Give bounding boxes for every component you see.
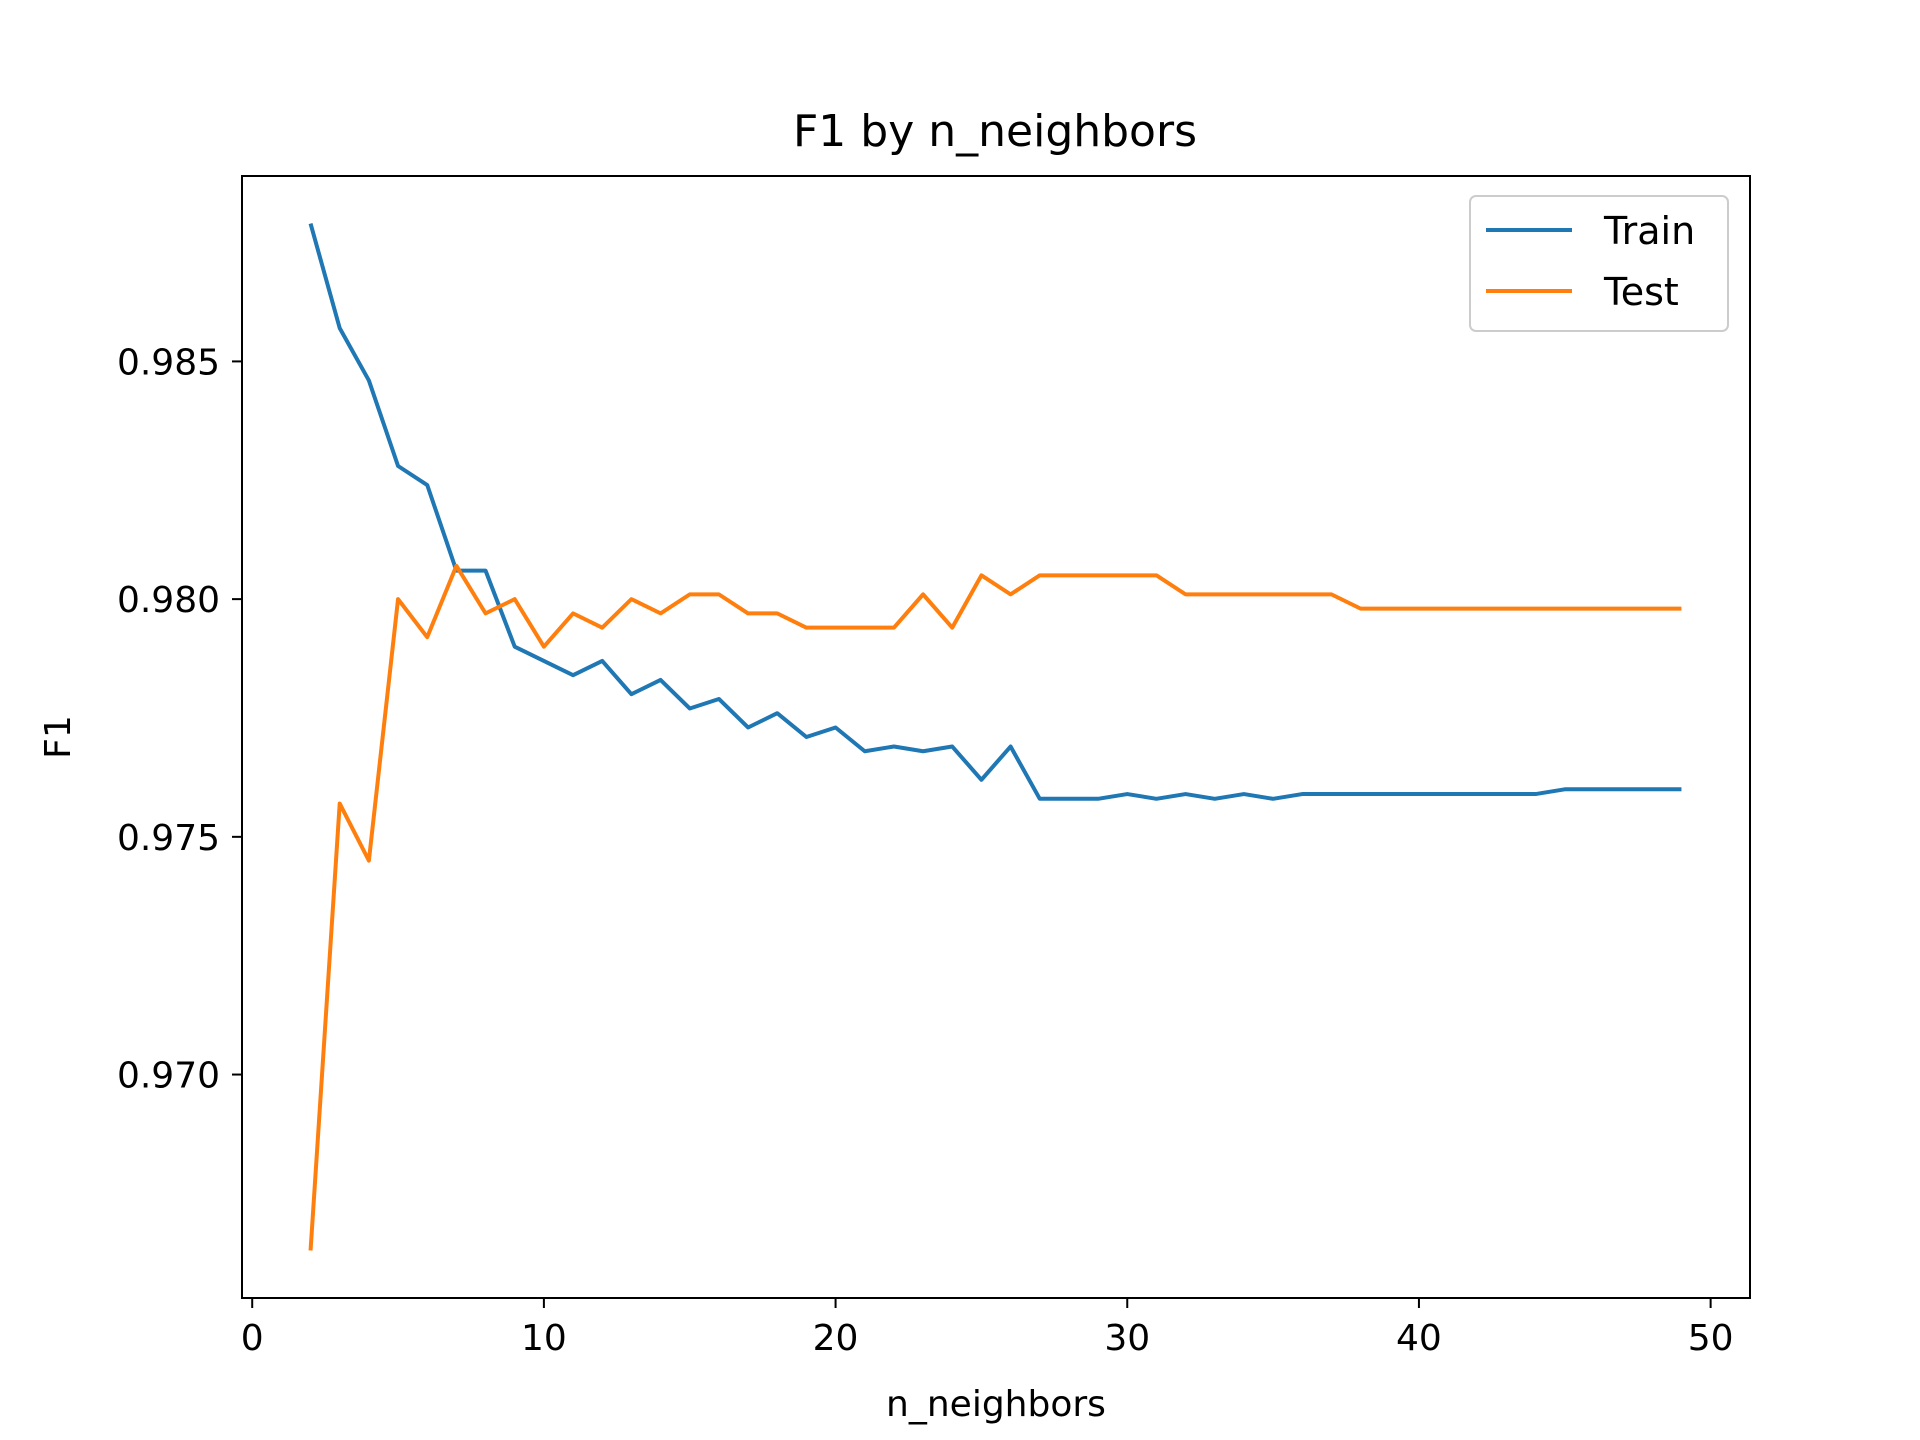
legend-test-label: Test [1603,270,1679,314]
y-axis: 0.970 0.975 0.980 0.985 [117,342,242,1097]
axes-frame [241,175,1751,1299]
x-axis: 0 10 20 30 40 50 [241,1298,1734,1359]
series-line-train [308,223,1682,801]
x-tick-label: 10 [521,1318,567,1359]
x-tick-label: 30 [1104,1318,1150,1359]
series-lines [308,223,1682,1251]
x-axis-label: n_neighbors [886,1384,1106,1425]
legend: Train Test [1469,195,1729,332]
x-tick-label: 20 [813,1318,859,1359]
series-line-test [308,563,1682,1251]
chart-title: F1 by n_neighbors [793,106,1197,157]
y-tick-label: 0.970 [117,1056,220,1097]
x-tick-label: 40 [1396,1318,1442,1359]
y-axis-label: F1 [38,715,79,759]
plot-area: 0 10 20 30 40 50 0.970 0.975 0.980 0.985 [117,175,1751,1359]
legend-train-label: Train [1603,209,1695,253]
x-tick-label: 0 [241,1318,264,1359]
x-tick-label: 50 [1688,1318,1734,1359]
y-tick-label: 0.985 [117,342,220,383]
y-tick-label: 0.975 [117,818,220,859]
y-tick-label: 0.980 [117,580,220,621]
